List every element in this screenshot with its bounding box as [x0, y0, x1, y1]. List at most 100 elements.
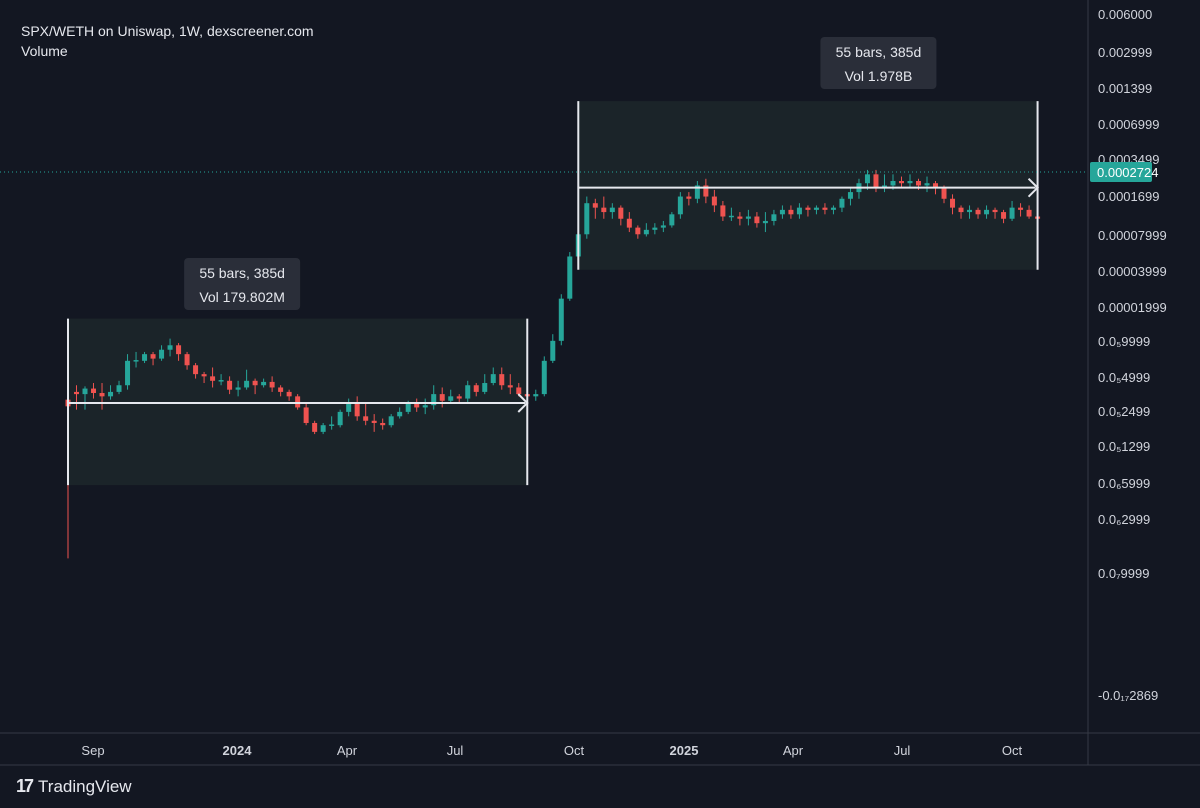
candle[interactable]	[286, 389, 292, 401]
candle[interactable]	[159, 345, 165, 361]
candle[interactable]	[907, 174, 913, 188]
candle[interactable]	[771, 209, 777, 226]
candle[interactable]	[278, 385, 284, 397]
candle[interactable]	[558, 294, 564, 346]
candle[interactable]	[762, 212, 768, 233]
candle[interactable]	[626, 212, 632, 233]
candle[interactable]	[337, 409, 343, 428]
candle[interactable]	[984, 205, 990, 219]
candle[interactable]	[507, 374, 513, 395]
candle[interactable]	[958, 205, 964, 219]
candle[interactable]	[788, 205, 794, 219]
candle[interactable]	[967, 205, 973, 219]
candle[interactable]	[448, 389, 454, 403]
candle[interactable]	[839, 196, 845, 213]
measure-range-area[interactable]	[578, 101, 1038, 270]
candle[interactable]	[847, 187, 853, 206]
candle[interactable]	[363, 403, 369, 426]
candle[interactable]	[490, 367, 496, 386]
candle[interactable]	[167, 338, 173, 357]
candle[interactable]	[694, 181, 700, 204]
candle[interactable]	[1026, 205, 1032, 219]
volume-indicator-label[interactable]: Volume	[21, 43, 68, 59]
candle[interactable]	[227, 376, 233, 395]
candle[interactable]	[465, 380, 471, 403]
candle[interactable]	[439, 387, 445, 408]
candle[interactable]	[796, 203, 802, 219]
candle[interactable]	[99, 383, 105, 410]
candle[interactable]	[312, 420, 318, 435]
candle[interactable]	[473, 383, 479, 397]
candle[interactable]	[1009, 200, 1015, 221]
candle[interactable]	[745, 209, 751, 226]
candle[interactable]	[924, 176, 930, 193]
candle[interactable]	[116, 380, 122, 395]
tradingview-logo[interactable]: 17 TradingView	[16, 776, 132, 797]
candle[interactable]	[193, 363, 199, 379]
candle[interactable]	[728, 207, 734, 221]
candle[interactable]	[643, 223, 649, 237]
candle[interactable]	[431, 385, 437, 410]
candle[interactable]	[422, 398, 428, 415]
candle[interactable]	[584, 196, 590, 239]
candle[interactable]	[950, 194, 956, 215]
candle[interactable]	[652, 223, 658, 235]
candle[interactable]	[660, 220, 666, 233]
symbol-title[interactable]: SPX/WETH on Uniswap, 1W, dexscreener.com	[21, 23, 314, 39]
candle[interactable]	[592, 198, 598, 219]
candle[interactable]	[677, 192, 683, 219]
candle[interactable]	[201, 371, 207, 384]
candle[interactable]	[133, 351, 139, 368]
candle[interactable]	[609, 203, 615, 219]
candle[interactable]	[550, 334, 556, 364]
candle[interactable]	[720, 200, 726, 221]
candle[interactable]	[499, 367, 505, 390]
candle[interactable]	[822, 203, 828, 215]
candle[interactable]	[456, 394, 462, 403]
candle[interactable]	[992, 207, 998, 219]
candle[interactable]	[210, 367, 216, 388]
candle[interactable]	[235, 380, 241, 397]
candle[interactable]	[898, 176, 904, 188]
candle[interactable]	[414, 398, 420, 412]
candle[interactable]	[601, 196, 607, 219]
candle[interactable]	[150, 351, 156, 366]
candle[interactable]	[74, 385, 80, 410]
candle[interactable]	[703, 178, 709, 204]
candle[interactable]	[975, 207, 981, 219]
candle[interactable]	[1001, 209, 1007, 224]
candle[interactable]	[813, 205, 819, 215]
candle[interactable]	[303, 403, 309, 426]
candle[interactable]	[244, 369, 250, 390]
candle[interactable]	[737, 212, 743, 226]
candle[interactable]	[380, 418, 386, 430]
candle[interactable]	[754, 212, 760, 228]
candle[interactable]	[1018, 203, 1024, 217]
candle[interactable]	[711, 189, 717, 213]
candle[interactable]	[184, 351, 190, 370]
candle[interactable]	[686, 192, 692, 206]
candle[interactable]	[320, 422, 326, 435]
candle[interactable]	[91, 383, 97, 399]
candle[interactable]	[533, 389, 539, 401]
candle[interactable]	[329, 416, 335, 430]
candle[interactable]	[881, 174, 887, 193]
candle[interactable]	[261, 378, 267, 388]
candle[interactable]	[371, 414, 377, 432]
candle[interactable]	[269, 376, 275, 392]
candle[interactable]	[108, 385, 114, 400]
candle[interactable]	[388, 414, 394, 428]
candle[interactable]	[618, 205, 624, 226]
candle[interactable]	[295, 394, 301, 410]
candle[interactable]	[482, 374, 488, 395]
candle[interactable]	[635, 225, 641, 239]
candle[interactable]	[669, 212, 675, 228]
candle[interactable]	[252, 378, 258, 395]
candle[interactable]	[805, 205, 811, 217]
candle[interactable]	[779, 205, 785, 219]
candle[interactable]	[142, 351, 148, 364]
candle[interactable]	[82, 386, 88, 410]
candle[interactable]	[397, 407, 403, 419]
candle[interactable]	[567, 252, 573, 301]
